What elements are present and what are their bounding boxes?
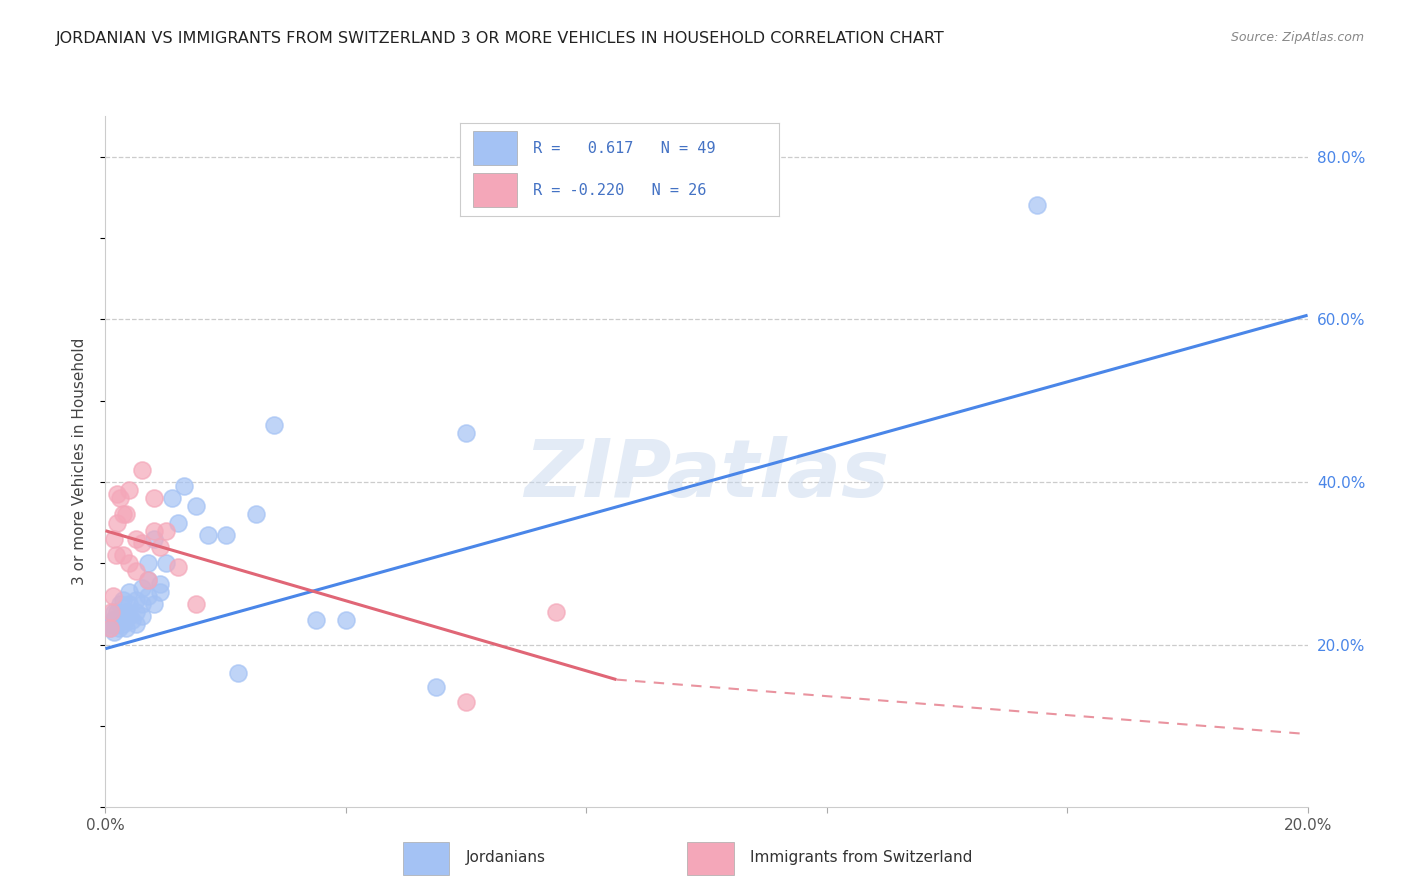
Point — [425, 680, 447, 694]
Point — [142, 532, 165, 546]
Point — [124, 565, 146, 579]
Point — [112, 548, 135, 562]
Point — [103, 532, 125, 546]
Text: Source: ZipAtlas.com: Source: ZipAtlas.com — [1230, 31, 1364, 45]
Point — [118, 556, 141, 570]
Point — [155, 556, 177, 570]
Point — [335, 613, 357, 627]
Point — [124, 593, 146, 607]
Point — [131, 581, 153, 595]
Point — [184, 597, 207, 611]
Point — [98, 621, 121, 635]
Point — [546, 605, 568, 619]
Point — [110, 597, 132, 611]
Point — [107, 621, 129, 635]
Point — [131, 609, 153, 624]
Point — [112, 508, 135, 522]
Point — [142, 491, 165, 506]
Text: Jordanians: Jordanians — [465, 850, 546, 864]
Bar — [472, 131, 517, 165]
Text: ZIPatlas: ZIPatlas — [524, 436, 889, 515]
Point — [112, 617, 135, 632]
Point — [160, 491, 183, 506]
Point — [148, 584, 170, 599]
Point — [115, 605, 138, 619]
Point — [118, 584, 141, 599]
Bar — [688, 842, 734, 875]
Point — [166, 516, 188, 530]
Point — [105, 548, 128, 562]
Point — [121, 613, 143, 627]
Point — [197, 528, 219, 542]
Point — [173, 479, 195, 493]
Point — [166, 560, 188, 574]
Bar — [404, 842, 450, 875]
Point — [124, 532, 146, 546]
Point — [107, 487, 129, 501]
Text: JORDANIAN VS IMMIGRANTS FROM SWITZERLAND 3 OR MORE VEHICLES IN HOUSEHOLD CORRELA: JORDANIAN VS IMMIGRANTS FROM SWITZERLAND… — [56, 31, 945, 46]
Point — [454, 426, 477, 441]
Point — [118, 483, 141, 497]
Point — [155, 524, 177, 538]
Bar — [472, 173, 517, 207]
Text: R = -0.220   N = 26: R = -0.220 N = 26 — [533, 183, 707, 197]
Point — [136, 573, 159, 587]
Point — [115, 508, 138, 522]
Point — [100, 617, 122, 632]
Point — [107, 516, 129, 530]
Point — [103, 625, 125, 640]
Point — [110, 491, 132, 506]
Point — [184, 500, 207, 514]
Point — [101, 589, 124, 603]
Point — [263, 417, 285, 432]
Point — [103, 605, 125, 619]
Y-axis label: 3 or more Vehicles in Household: 3 or more Vehicles in Household — [72, 338, 87, 585]
Point — [114, 613, 136, 627]
Point — [245, 508, 267, 522]
Point — [107, 617, 129, 632]
Point — [131, 463, 153, 477]
Point — [118, 609, 141, 624]
Point — [131, 536, 153, 550]
Point — [112, 593, 135, 607]
Point — [110, 613, 132, 627]
Point — [131, 597, 153, 611]
Point — [148, 540, 170, 554]
Point — [136, 573, 159, 587]
Point — [454, 694, 477, 708]
Point — [105, 613, 128, 627]
Point — [101, 613, 124, 627]
Point — [118, 597, 141, 611]
Point — [100, 605, 122, 619]
Point — [305, 613, 328, 627]
Text: Immigrants from Switzerland: Immigrants from Switzerland — [749, 850, 973, 864]
Text: R =   0.617   N = 49: R = 0.617 N = 49 — [533, 141, 716, 155]
Point — [115, 621, 138, 635]
Point — [124, 617, 146, 632]
Point — [107, 605, 129, 619]
Point — [226, 666, 249, 681]
Point — [148, 576, 170, 591]
Point — [98, 621, 121, 635]
Point — [112, 609, 135, 624]
Point — [136, 556, 159, 570]
Point — [142, 524, 165, 538]
Point — [1026, 198, 1049, 212]
Point — [124, 605, 146, 619]
Point — [136, 589, 159, 603]
Point — [214, 528, 236, 542]
Point — [142, 597, 165, 611]
